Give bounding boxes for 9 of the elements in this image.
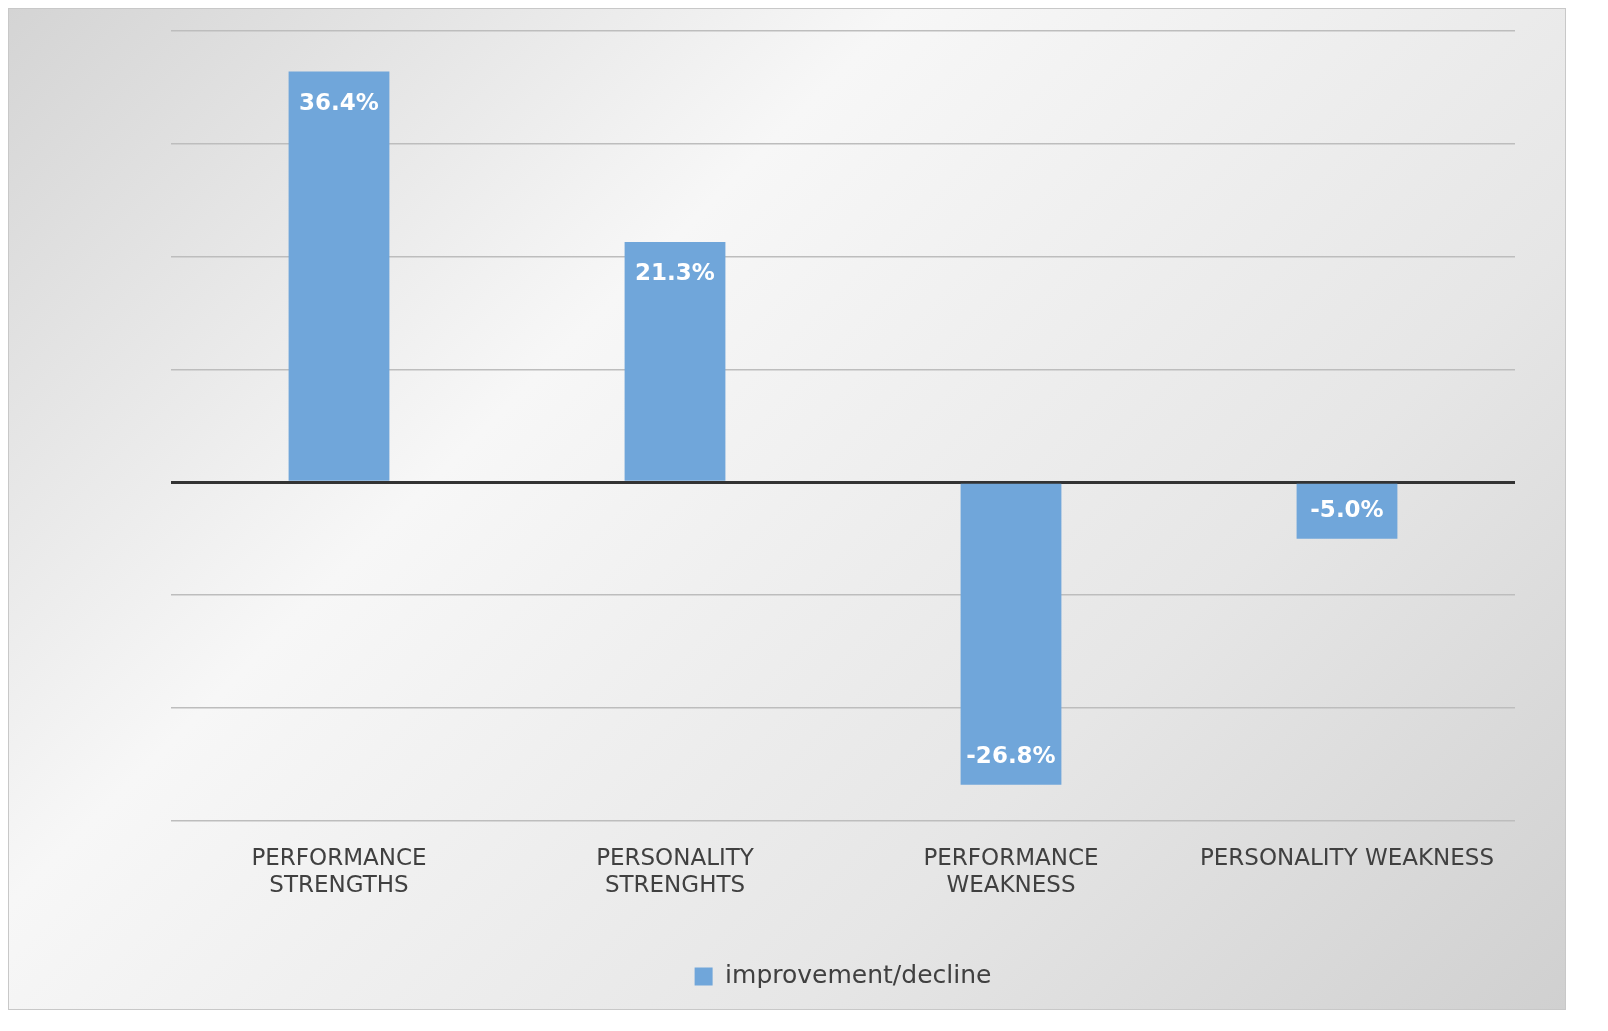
data-label: -26.8% [966,741,1056,768]
x-tick-label: PERFORMANCE STRENGTHS [251,843,427,898]
data-label: 36.4% [299,88,379,115]
x-tick-label: PERSONALITY WEAKNESS [1199,843,1495,870]
data-label: -5.0% [1310,495,1384,522]
x-tick-label: PERFORMANCE WEAKNESS [923,843,1099,898]
legend-label: improvement/decline [725,960,992,989]
data-label: 21.3% [635,258,715,285]
x-tick-label: PERSONALITY STRENGHTS [596,843,755,898]
